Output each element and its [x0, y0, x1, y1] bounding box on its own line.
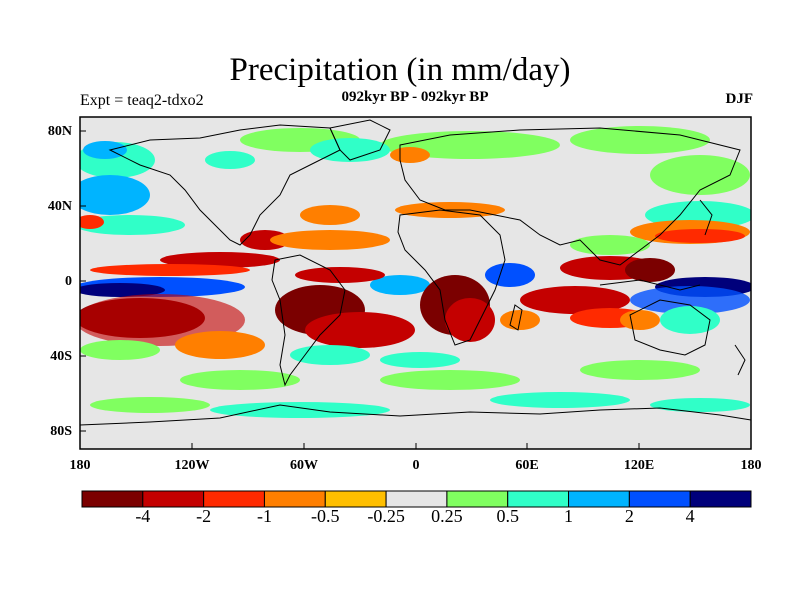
- xtick-label-0: 0: [412, 458, 420, 473]
- field-gulf-guinea-wet: [370, 275, 430, 295]
- colorbar-label: -4: [135, 506, 151, 526]
- colorbar-label: 0.25: [431, 506, 463, 526]
- field-pacific-dry-w: [80, 215, 104, 229]
- coastline-south-america: [271, 254, 346, 387]
- ytick-label-40s: 40S: [50, 349, 72, 364]
- field-nw-blue: [83, 141, 127, 159]
- field-itcz-pacific: [90, 264, 250, 276]
- colorbar-label: -1: [256, 506, 272, 526]
- coastline-north-america: [108, 124, 341, 246]
- field-ne-pacific: [80, 175, 150, 215]
- field-atlantic-dry-n: [300, 205, 360, 225]
- colorbar-swatch: [324, 490, 387, 508]
- colorbar-swatch: [446, 490, 509, 508]
- coastline-madagascar: [509, 304, 523, 331]
- field-australia-wet: [660, 306, 720, 334]
- xtick-label-120w: 120W: [174, 458, 210, 473]
- coastline-indonesia: [599, 279, 701, 291]
- field-canada-wet: [205, 151, 255, 169]
- field-atlantic-band: [270, 230, 390, 250]
- colorbar-label: -0.25: [367, 506, 405, 526]
- coastline-greenland: [329, 119, 391, 161]
- xtick-label-180e: 180: [740, 458, 762, 473]
- field-southern-ocean-4: [490, 392, 630, 408]
- chart-subtitle: 092kyr BP - 092kyr BP: [341, 89, 489, 105]
- field-maritime-dry: [625, 258, 675, 282]
- field-southern-ocean-1: [180, 370, 300, 390]
- field-pacific-30n: [80, 215, 185, 235]
- field-indian-dry: [520, 286, 630, 314]
- colorbar-label: -2: [196, 506, 212, 526]
- coastline-antarctica: [79, 404, 752, 426]
- field-gulf-dry: [240, 230, 290, 250]
- coastline-new-zealand: [734, 344, 746, 376]
- xtick-label-60w: 60W: [290, 458, 318, 473]
- colorbar-swatch: [628, 490, 691, 508]
- field-s-pacific-band: [175, 331, 265, 359]
- field-s-atlantic-wet: [380, 352, 460, 368]
- ytick-label-80n: 80N: [47, 124, 72, 139]
- field-southern-ocean-2: [380, 370, 520, 390]
- colorbar-swatch: [689, 490, 752, 508]
- field-w-pacific-wet2: [630, 286, 750, 314]
- coastline-africa: [397, 209, 506, 346]
- ytick-label-40n: 40N: [47, 199, 72, 214]
- ytick-label-80s: 80S: [50, 424, 72, 439]
- season-label: DJF: [725, 91, 754, 107]
- coastline-australia: [629, 299, 711, 356]
- colorbar-label: 0.5: [496, 506, 519, 526]
- colorbar-label: 1: [564, 506, 574, 526]
- coastline-japan: [699, 199, 713, 236]
- field-southern-ocean-7: [90, 397, 210, 413]
- field-australia-w: [620, 310, 660, 330]
- colorbar: [81, 490, 752, 508]
- experiment-label: Expt = teaq2-tdxo2: [80, 92, 204, 109]
- colorbar-swatch: [142, 490, 205, 508]
- field-n-atlantic-dry: [390, 147, 430, 163]
- map-ticks: [80, 130, 640, 449]
- colorbar-swatch: [568, 490, 630, 508]
- field-nw-pacific-dry2: [655, 229, 745, 243]
- field-africa-dry2: [445, 298, 495, 342]
- field-eq-pacific-vwet: [80, 283, 165, 297]
- field-n-atlantic-wet: [310, 138, 390, 162]
- coastlines: [79, 119, 752, 426]
- field-itcz-east-pacific: [160, 252, 280, 268]
- colorbar-swatch: [385, 490, 448, 508]
- field-w-indian-wet: [485, 263, 535, 287]
- colorbar-swatch: [81, 490, 144, 508]
- field-southern-ocean-6: [650, 398, 750, 412]
- colorbar-swatch: [203, 490, 265, 508]
- field-siberia: [570, 126, 710, 154]
- xtick-label-60e: 60E: [515, 458, 539, 473]
- field-s-pacific-wet: [80, 340, 160, 360]
- colorbar-swatch: [507, 490, 570, 508]
- coastline-eurasia: [399, 127, 741, 266]
- ytick-label-0: 0: [65, 274, 72, 289]
- colorbar-label: 4: [685, 506, 695, 526]
- xtick-label-180w: 180: [69, 458, 91, 473]
- colorbar-label: -0.5: [311, 506, 340, 526]
- field-nw-pacific-east: [650, 155, 750, 195]
- field-s-america-wet: [290, 345, 370, 365]
- field-s-atlantic-dry: [305, 312, 415, 348]
- colorbar-label: 2: [624, 506, 634, 526]
- xtick-label-120e: 120E: [623, 458, 655, 473]
- field-eq-atlantic: [295, 267, 385, 283]
- field-southern-ocean-3: [580, 360, 700, 380]
- chart-title: Precipitation (in mm/day): [229, 52, 571, 88]
- field-southern-ocean-5: [210, 402, 390, 418]
- colorbar-swatch: [263, 490, 326, 508]
